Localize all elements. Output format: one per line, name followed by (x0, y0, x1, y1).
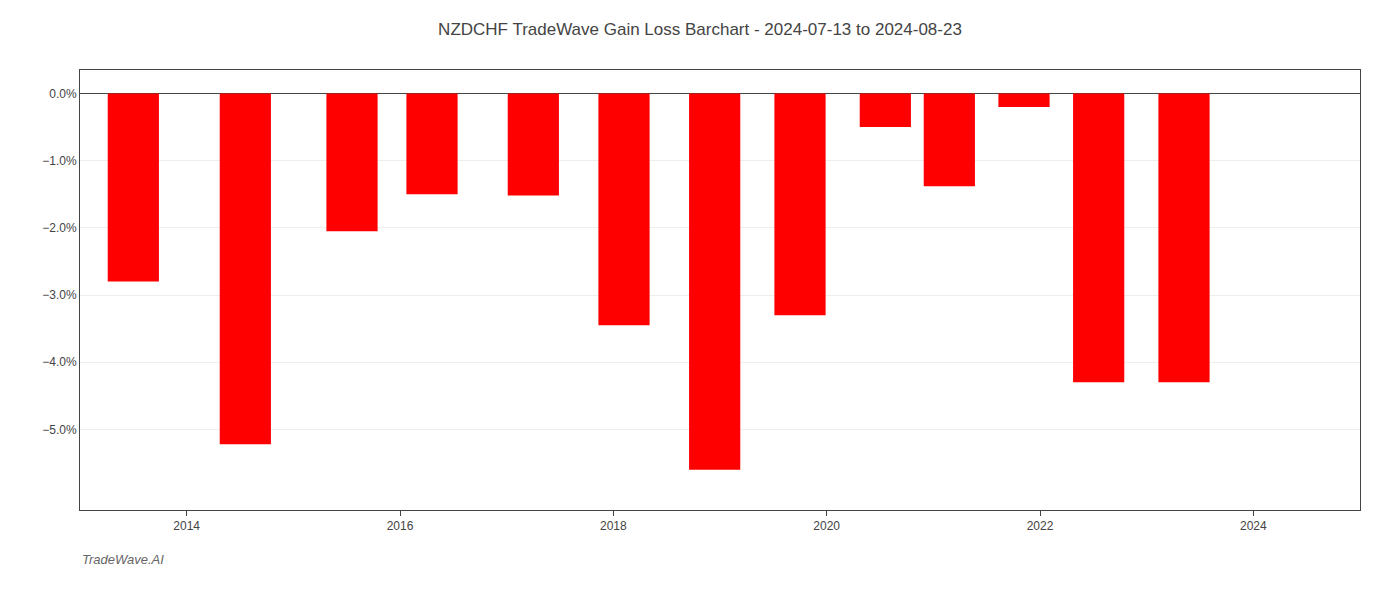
svg-text:0.0%: 0.0% (49, 87, 77, 101)
svg-text:2016: 2016 (387, 519, 414, 533)
svg-text:2024: 2024 (1240, 519, 1267, 533)
svg-text:−1.0%: −1.0% (42, 154, 77, 168)
svg-text:2018: 2018 (600, 519, 627, 533)
svg-text:2014: 2014 (173, 519, 200, 533)
svg-text:2022: 2022 (1027, 519, 1054, 533)
svg-text:2020: 2020 (813, 519, 840, 533)
svg-text:−2.0%: −2.0% (42, 221, 77, 235)
svg-text:TradeWave.AI: TradeWave.AI (82, 552, 164, 567)
svg-text:−4.0%: −4.0% (42, 355, 77, 369)
svg-text:−3.0%: −3.0% (42, 288, 77, 302)
svg-text:NZDCHF TradeWave Gain Loss Bar: NZDCHF TradeWave Gain Loss Barchart - 20… (438, 20, 962, 39)
svg-text:−5.0%: −5.0% (42, 423, 77, 437)
